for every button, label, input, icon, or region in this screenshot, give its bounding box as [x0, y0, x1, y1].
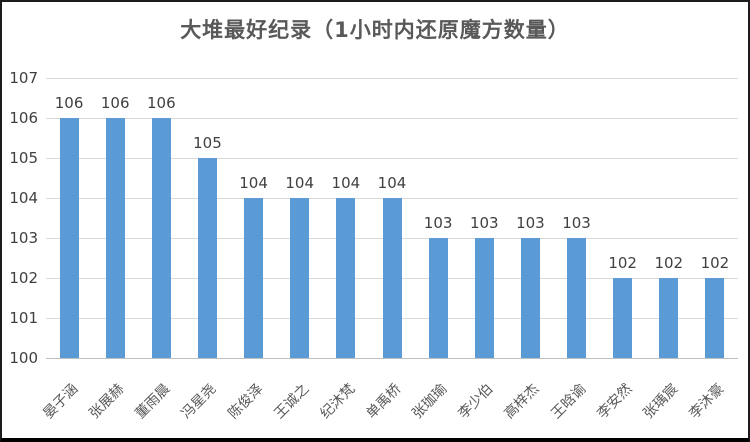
bar: [659, 278, 679, 358]
bar: [567, 238, 587, 358]
bar: [197, 158, 217, 358]
bar-value-label: 103: [469, 214, 499, 232]
bar: [428, 238, 448, 358]
bar-value-label: 105: [193, 134, 222, 152]
y-tick-label: 100: [9, 349, 38, 367]
y-tick-label: 104: [9, 189, 38, 207]
y-tick-label: 106: [9, 109, 38, 127]
y-tick-label: 102: [9, 269, 38, 287]
bar-value-label: 106: [147, 94, 176, 112]
bar: [474, 238, 494, 358]
y-tick-label: 103: [9, 229, 38, 247]
x-category-label: 李沐豪: [611, 376, 727, 422]
bar: [613, 278, 633, 358]
x-category-label-text: 李沐豪: [686, 381, 728, 423]
bar: [244, 198, 264, 358]
gridline: [46, 157, 738, 159]
bar-value-label: 103: [562, 214, 591, 232]
bar-value-label: 106: [100, 94, 130, 112]
y-tick-label: 101: [9, 309, 38, 327]
bar-value-label: 104: [331, 174, 361, 192]
plot-area: 106 106 106 105 104 104 104 104 103 103 103 103 102 1…: [46, 77, 738, 359]
bar: [336, 198, 356, 358]
bar: [59, 118, 79, 358]
bar: [705, 278, 725, 358]
bar-value-label: 104: [377, 174, 407, 192]
gridline: [46, 357, 738, 359]
y-tick-label: 107: [9, 69, 38, 87]
bar-value-label: 106: [54, 94, 84, 112]
bar-value-label: 102: [608, 254, 637, 272]
bar-value-label: 104: [285, 174, 315, 192]
bar-value-label: 102: [700, 254, 730, 272]
bar: [382, 198, 402, 358]
bar-value-label: 103: [516, 214, 545, 232]
chart-title: 大堆最好纪录（1小时内还原魔方数量）: [180, 18, 570, 42]
bar: [151, 118, 171, 358]
bar-value-label: 103: [423, 214, 453, 232]
y-tick-label: 105: [9, 149, 38, 167]
gridline: [46, 117, 738, 119]
bar: [290, 198, 310, 358]
bar: [520, 238, 540, 358]
bar-value-label: 104: [239, 174, 268, 192]
bar-value-label: 102: [654, 254, 684, 272]
bar: [105, 118, 125, 358]
gridline: [46, 77, 738, 79]
